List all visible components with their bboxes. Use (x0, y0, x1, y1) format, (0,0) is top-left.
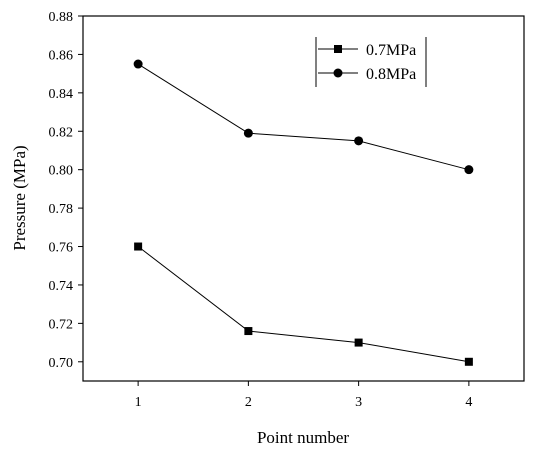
x-axis-title: Point number (257, 428, 349, 447)
y-tick-label: 0.88 (49, 10, 74, 25)
series-line-1 (137, 63, 470, 171)
y-tick-label: 0.82 (49, 125, 74, 140)
y-tick-label: 0.70 (49, 356, 74, 371)
y-tick-label: 0.80 (49, 164, 74, 179)
y-tick-label: 0.78 (49, 202, 74, 217)
legend-label-0: 0.7MPa (366, 42, 416, 59)
data-point-circle (354, 136, 364, 146)
x-tick-label: 2 (245, 395, 252, 410)
x-tick-label: 4 (465, 395, 472, 410)
x-axis-ticks: 1 2 3 4 (135, 381, 472, 410)
legend-marker-square (334, 45, 342, 53)
y-tick-label: 0.76 (49, 241, 74, 256)
data-point-square (244, 327, 253, 336)
x-tick-label: 3 (355, 395, 362, 410)
y-tick-label: 0.86 (49, 48, 74, 63)
y-tick-label: 0.72 (49, 317, 74, 332)
y-tick-label: 0.74 (49, 279, 74, 294)
series-line-0 (137, 246, 469, 363)
data-point-square (134, 242, 143, 251)
plot-frame (82, 15, 525, 382)
series-layer (133, 59, 474, 366)
legend-marker-circle (333, 68, 343, 78)
data-point-circle (133, 59, 143, 69)
legend-label-1: 0.8MPa (366, 66, 416, 83)
data-point-circle (243, 128, 253, 138)
y-tick-label: 0.84 (49, 87, 74, 102)
data-point-square (464, 357, 473, 366)
data-point-circle (464, 165, 474, 175)
data-point-square (354, 338, 363, 347)
x-tick-label: 1 (135, 395, 142, 410)
y-axis-title: Pressure (MPa) (10, 145, 29, 250)
y-axis-ticks: 0.70 0.72 0.74 0.76 0.78 0.80 0.82 0.84 0.86 0.88 (49, 10, 83, 371)
legend: 0.7MPa 0.8MPa (315, 37, 427, 87)
